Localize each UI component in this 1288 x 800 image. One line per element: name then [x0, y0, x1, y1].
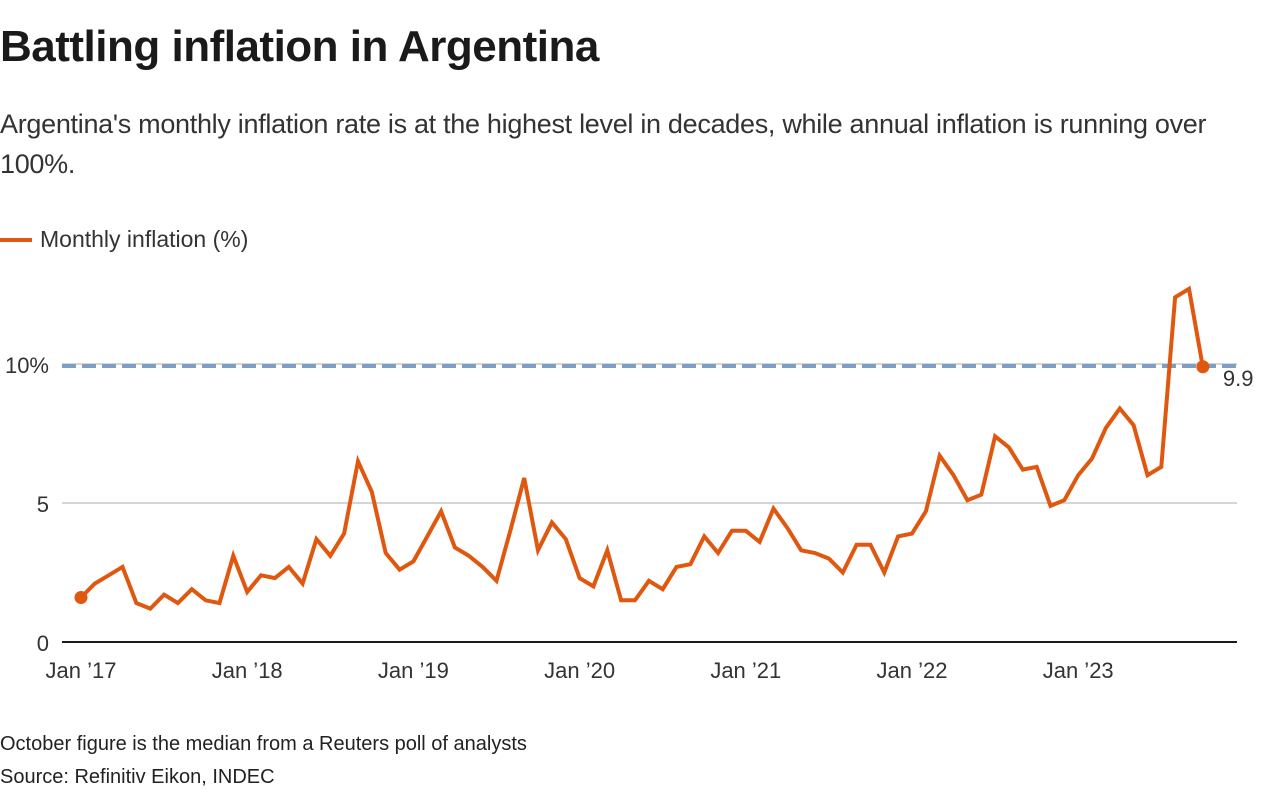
x-tick-label: Jan ’20 — [544, 658, 615, 683]
x-tick-label: Jan ’22 — [877, 658, 948, 683]
x-tick-label: Jan ’17 — [46, 658, 117, 683]
end-point-marker — [1196, 360, 1210, 374]
labels: 0 5 10% Jan ’17 Jan ’18 Jan ’19 Jan ’20 Jan ’21… — [5, 353, 1253, 683]
chart-title: Battling inflation in Argentina — [0, 22, 599, 71]
y-tick-label: 0 — [37, 631, 49, 656]
legend: Monthly inflation (%) — [0, 226, 248, 253]
y-tick-label: 5 — [37, 492, 49, 517]
start-point-marker — [74, 591, 88, 605]
y-tick-label: 10% — [5, 353, 49, 378]
footnote: October figure is the median from a Reut… — [0, 733, 527, 755]
chart-subtitle: Argentina's monthly inflation rate is at… — [0, 109, 1207, 179]
legend-swatch-monthly-inflation — [0, 237, 32, 242]
x-tick-label: Jan ’21 — [710, 658, 781, 683]
x-tick-label: Jan ’23 — [1043, 658, 1114, 683]
grid-lines — [62, 363, 1237, 504]
x-tick-label: Jan ’19 — [378, 658, 449, 683]
line-chart: 0 5 10% Jan ’17 Jan ’18 Jan ’19 Jan ’20 Jan ’21… — [5, 285, 1253, 683]
series-layer — [74, 285, 1210, 611]
source-note: Source: Refinitiv Eikon, INDEC — [0, 766, 275, 788]
x-tick-label: Jan ’18 — [212, 658, 283, 683]
end-value-label: 9.9 — [1223, 366, 1254, 391]
legend-label-monthly-inflation: Monthly inflation (%) — [40, 226, 249, 252]
series-line-monthly-inflation — [79, 285, 1205, 611]
